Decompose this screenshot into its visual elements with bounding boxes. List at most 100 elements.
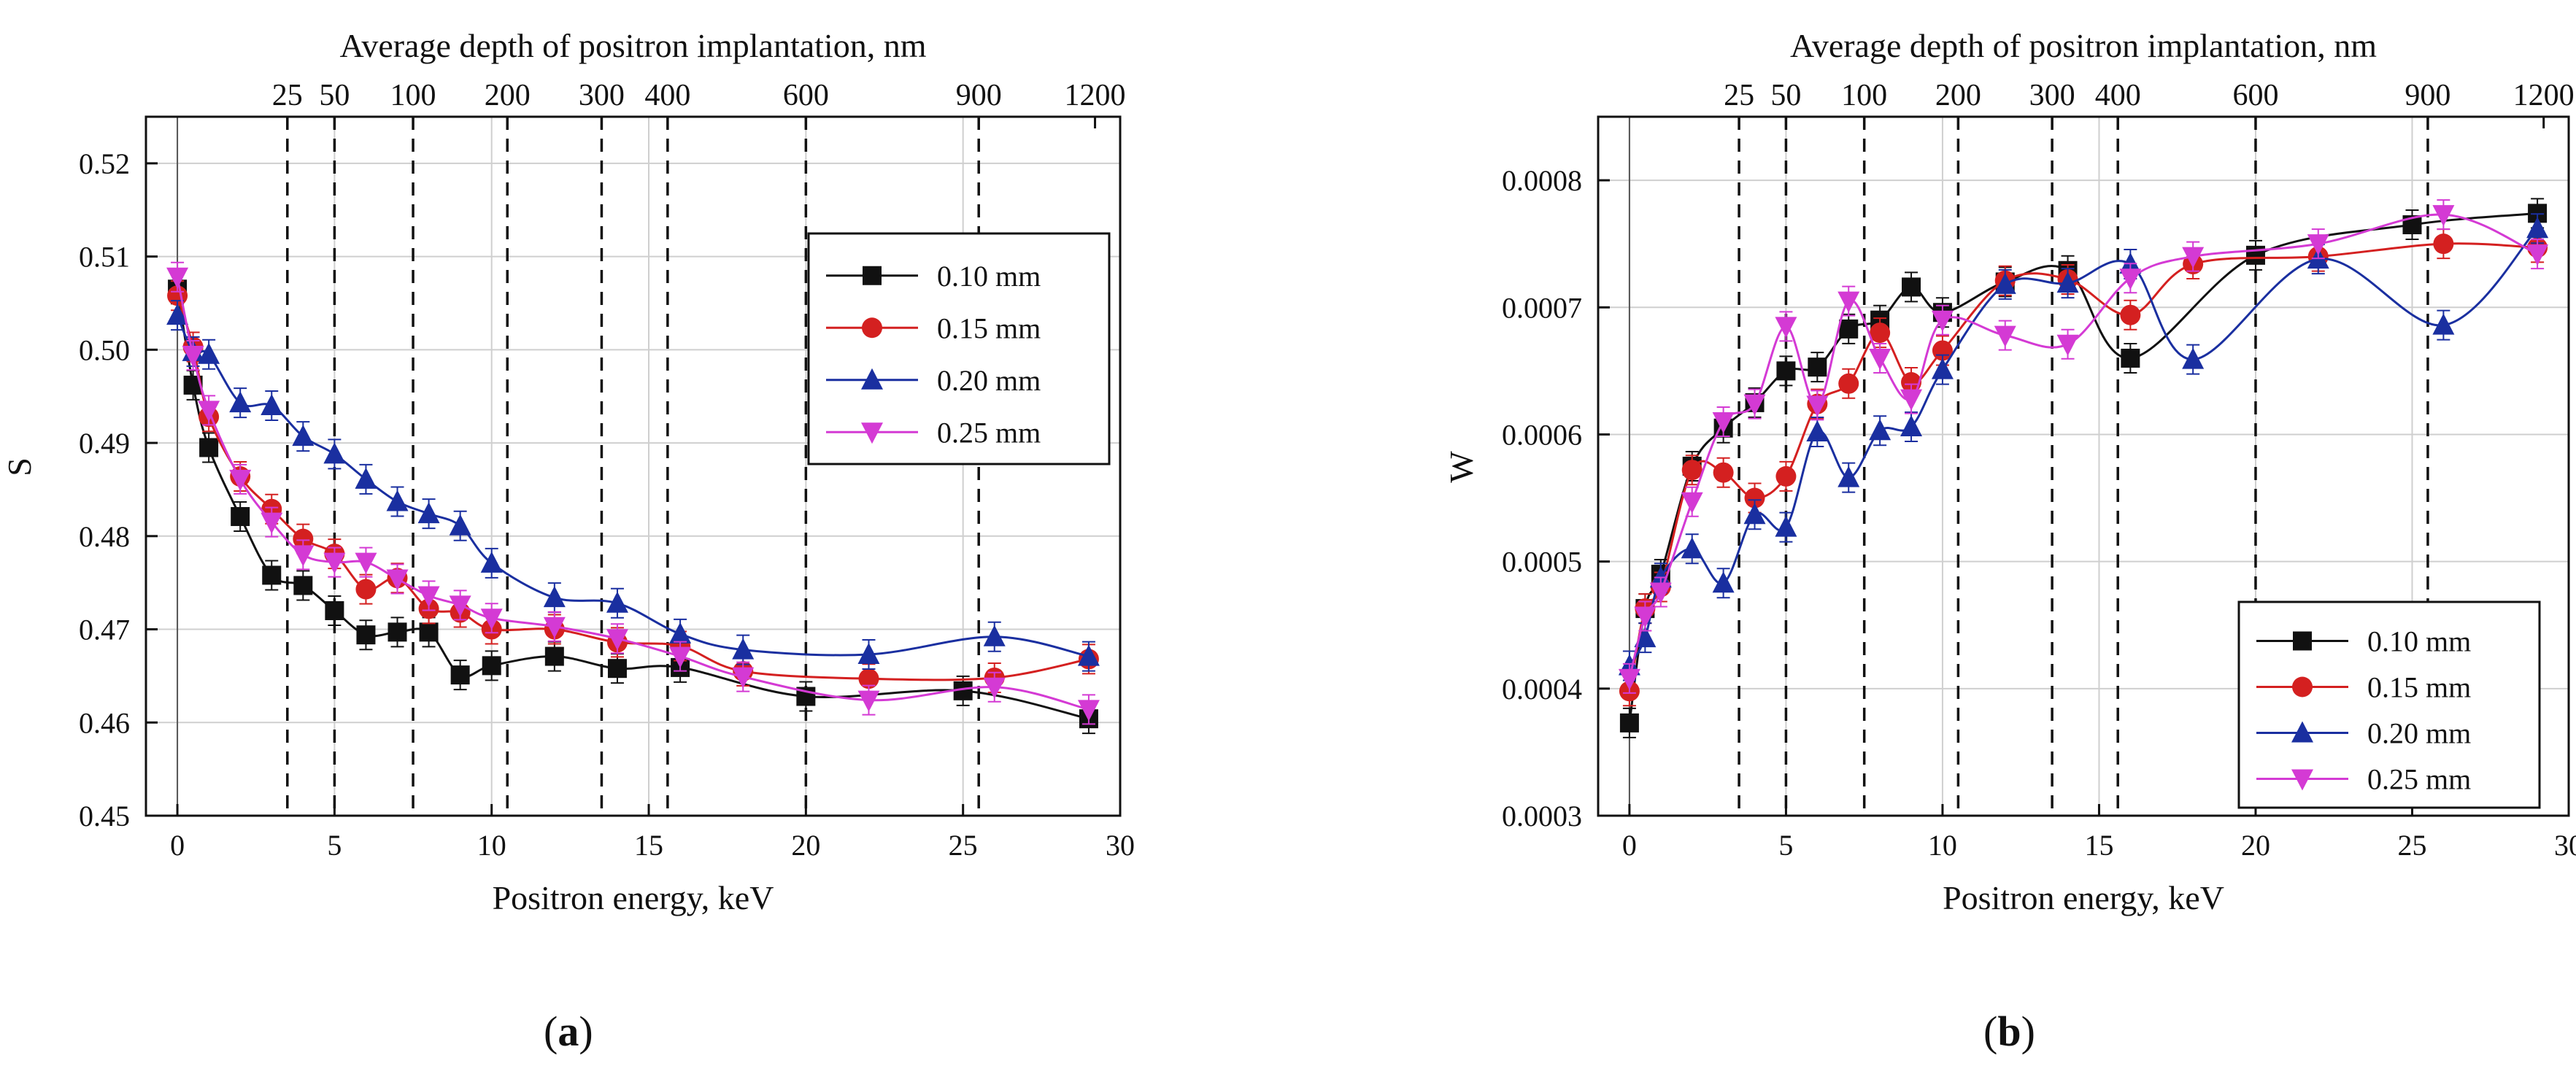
panel-label-b: (b) (1983, 1007, 2035, 1056)
data-point (544, 646, 564, 666)
y-tick-label: 0.45 (79, 800, 130, 832)
data-point (2119, 268, 2142, 290)
top-tick-label: 25 (1724, 79, 1754, 112)
data-point (1077, 644, 1100, 666)
data-point (2432, 205, 2455, 227)
data-point (1902, 277, 1921, 297)
panel-label-a-open: ( (544, 1008, 558, 1055)
data-point (229, 469, 252, 491)
top-tick-label: 400 (644, 79, 690, 112)
data-point (1743, 503, 1766, 525)
legend-marker (863, 266, 882, 285)
data-point (355, 552, 377, 574)
legend-item: 0.25 mm (2256, 763, 2471, 796)
chart-b: 0 5 10 15 20 25 30 0.0003 0.0004 0.0005 0.0006 0.00… (1443, 27, 2576, 916)
data-point (2121, 348, 2140, 368)
data-point (1839, 319, 1859, 339)
plot-frame (144, 115, 1122, 817)
data-point (325, 600, 344, 620)
data-point (292, 545, 315, 567)
x-tick-label: 20 (2241, 829, 2270, 862)
x-tick-label: 30 (1106, 829, 1135, 862)
legend-label: 0.15 mm (937, 312, 1041, 344)
data-point (323, 552, 346, 574)
data-point (2526, 217, 2549, 239)
legend-label: 0.25 mm (937, 416, 1041, 449)
data-point (857, 643, 880, 665)
legend-item: 0.15 mm (826, 312, 1041, 344)
data-point (1776, 361, 1796, 381)
legend-marker (2291, 769, 2313, 791)
data-point (356, 625, 376, 645)
data-point (1900, 415, 1923, 437)
data-point (1744, 487, 1765, 509)
data-point (166, 267, 189, 289)
top-tick-label: 600 (2232, 79, 2278, 112)
data-point (1869, 419, 1891, 441)
data-point (1743, 394, 1766, 416)
y-tick-label: 0.50 (79, 333, 130, 366)
data-point (449, 514, 471, 536)
data-point (293, 576, 313, 595)
y-tick-label: 0.0008 (1502, 164, 1582, 197)
data-point (198, 401, 220, 422)
data-point (1870, 322, 1891, 344)
panel-label-a-close: ) (579, 1008, 593, 1055)
legend-box (807, 232, 1111, 465)
legend-label: 0.10 mm (937, 260, 1041, 293)
data-point (1806, 395, 1829, 417)
x-tick-label: 5 (327, 829, 342, 862)
y-tick-label: 0.0004 (1502, 673, 1582, 706)
data-point (1681, 460, 1702, 481)
data-point (2056, 334, 2079, 356)
panel-label-b-letter: b (1997, 1008, 2021, 1055)
legend-marker (2293, 631, 2312, 651)
y-tick-label: 0.47 (79, 614, 130, 646)
data-point (2245, 245, 2265, 265)
legend-marker (862, 317, 882, 339)
legend-label: 0.25 mm (2367, 763, 2471, 796)
top-tick-label: 50 (319, 79, 350, 112)
top-axis-title: Average depth of positron implantation, … (340, 27, 927, 64)
data-point (2307, 234, 2329, 256)
data-point (543, 586, 566, 608)
top-tick-label: 25 (272, 79, 303, 112)
data-point (1634, 626, 1657, 648)
data-point (857, 690, 880, 712)
legend-marker (861, 422, 883, 444)
legend-item: 0.20 mm (2256, 717, 2471, 750)
data-point (1618, 668, 1640, 690)
data-point (1806, 420, 1829, 441)
panel-label-b-open: ( (1983, 1008, 1998, 1055)
series-line (1628, 213, 2538, 679)
chart-a: 0 5 10 15 20 25 30 0.45 0.46 0.47 0.48 0.49 0.50 0.51… (1, 27, 1135, 916)
data-point (983, 625, 1006, 646)
data-point (2433, 233, 2454, 255)
y-tick-label: 0.49 (79, 427, 130, 460)
data-point (323, 442, 346, 464)
legend-label: 0.15 mm (2367, 671, 2471, 704)
data-point (199, 438, 219, 457)
data-point (480, 551, 503, 573)
x-tick-label: 15 (634, 829, 663, 862)
legend: 0.10 mm 0.15 mm 0.20 mm 0.25 mm (2237, 600, 2541, 809)
legend-label: 0.10 mm (2367, 625, 2471, 658)
series-0-20-mm (1618, 213, 2549, 681)
data-point (1900, 389, 1923, 411)
data-point (1775, 317, 1797, 339)
data-point (198, 342, 220, 364)
data-point (1077, 700, 1100, 722)
panel-label-a-letter: a (558, 1008, 579, 1055)
legend-item: 0.25 mm (826, 416, 1041, 449)
x-axis-title: Positron energy, keV (493, 879, 774, 916)
data-point (1713, 462, 1734, 483)
top-tick-label: 900 (956, 79, 1002, 112)
data-point (229, 391, 252, 413)
data-point (261, 393, 283, 415)
data-point (1712, 571, 1735, 593)
legend-item: 0.15 mm (2256, 671, 2471, 704)
y-tick-label: 0.51 (79, 241, 130, 274)
data-point (419, 622, 439, 642)
y-tick-label: 0.48 (79, 520, 130, 553)
